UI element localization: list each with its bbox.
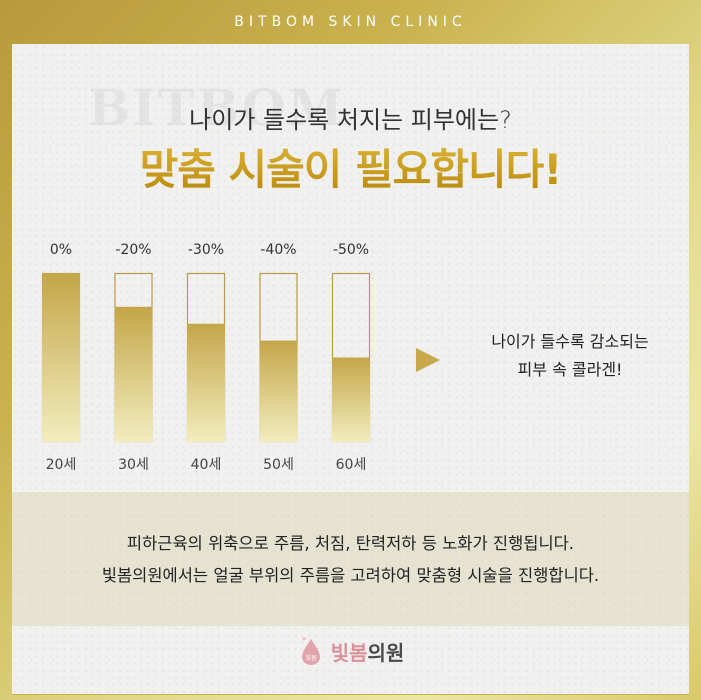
bar [259,340,298,442]
age-tick-label: 30세 [118,457,149,473]
bar-data-label: -30% [188,242,224,258]
bar-data-label: -40% [260,242,296,258]
arrow-right-icon [416,348,440,372]
collagen-note-line1: 나이가 들수록 감소되는 [491,332,649,351]
svg-text:*: * [302,636,306,645]
hero-headline: 맞춤 시술이 필요합니다! [0,136,701,197]
logo-mark-text: 빛봄 [305,654,317,662]
age-tick-label: 40세 [191,457,222,473]
description-text: 피하근육의 위축으로 주름, 처짐, 탄력저하 등 노화가 진행됩니다. 빛봄의… [0,528,701,592]
age-tick-label: 20세 [46,457,77,473]
header-band: BITBOM SKIN CLINIC [0,0,701,44]
collagen-note: 나이가 들수록 감소되는 피부 속 콜라겐! [460,328,680,384]
logo-text-dark: 의원 [367,640,405,665]
hero-subtitle: 나이가 들수록 처지는 피부에는? [189,106,512,134]
bar [114,306,153,442]
logo-wordmark: 빛봄의원 [331,637,405,666]
logo-text-pink: 빛봄 [330,640,368,665]
drop-logo-icon: 빛봄 * [301,636,320,665]
age-tick-label: 50세 [263,457,294,473]
brand-title: BITBOM SKIN CLINIC [234,14,467,30]
description-line2: 빛봄의원에서는 얼굴 부위의 주름을 고려하여 맞춤형 시술을 진행합니다. [101,566,600,585]
bar [187,323,225,442]
brand-watermark: BITBOM [88,78,345,137]
bar-data-label: -50% [333,242,369,258]
bar [42,273,80,442]
bar [332,357,370,442]
bar-data-label: 0% [50,242,72,258]
description-band [12,492,689,626]
bottom-divider [12,694,689,695]
bar-data-label: -20% [115,242,151,258]
age-tick-label: 60세 [336,457,367,473]
clinic-logo: 빛봄 * 빛봄의원 [0,636,701,666]
description-line1: 피하근육의 위축으로 주름, 처짐, 탄력저하 등 노화가 진행됩니다. [126,534,575,553]
collagen-note-line2: 피부 속 콜라겐! [517,360,623,379]
